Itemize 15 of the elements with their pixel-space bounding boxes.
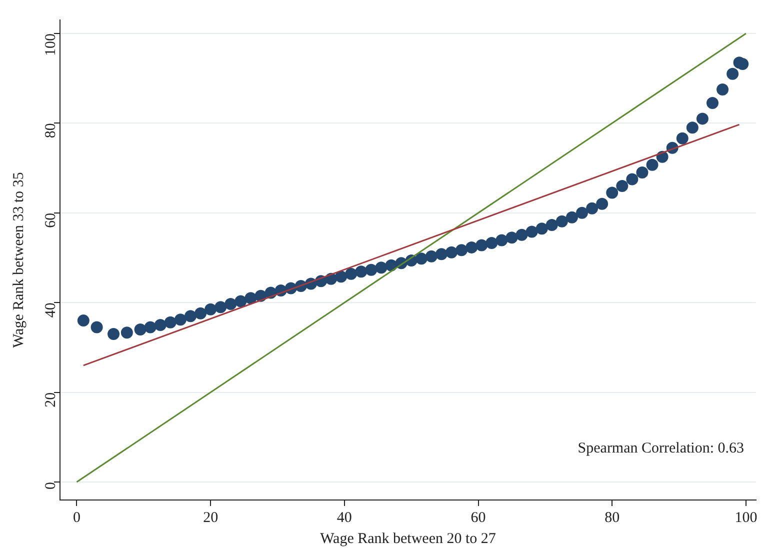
x-axis-title: Wage Rank between 20 to 27 bbox=[320, 530, 496, 547]
annotation: Spearman Correlation: 0.63 bbox=[578, 440, 744, 456]
y-tick-label: 80 bbox=[42, 123, 59, 138]
y-axis-title: Wage Rank between 33 to 35 bbox=[10, 172, 27, 348]
x-tick-label: 80 bbox=[604, 510, 620, 526]
y-tick-label: 0 bbox=[42, 482, 59, 490]
y-tick-label: 60 bbox=[42, 212, 59, 228]
y-tick-label: 40 bbox=[42, 302, 59, 318]
x-tick-label: 0 bbox=[72, 510, 80, 526]
x-tick-label: 60 bbox=[470, 510, 486, 526]
x-tick-label: 40 bbox=[336, 510, 352, 526]
y-tick-label: 100 bbox=[42, 33, 59, 56]
y-tick-label: 20 bbox=[42, 392, 59, 408]
x-tick-label: 100 bbox=[734, 510, 758, 526]
x-tick-label: 20 bbox=[203, 510, 218, 526]
